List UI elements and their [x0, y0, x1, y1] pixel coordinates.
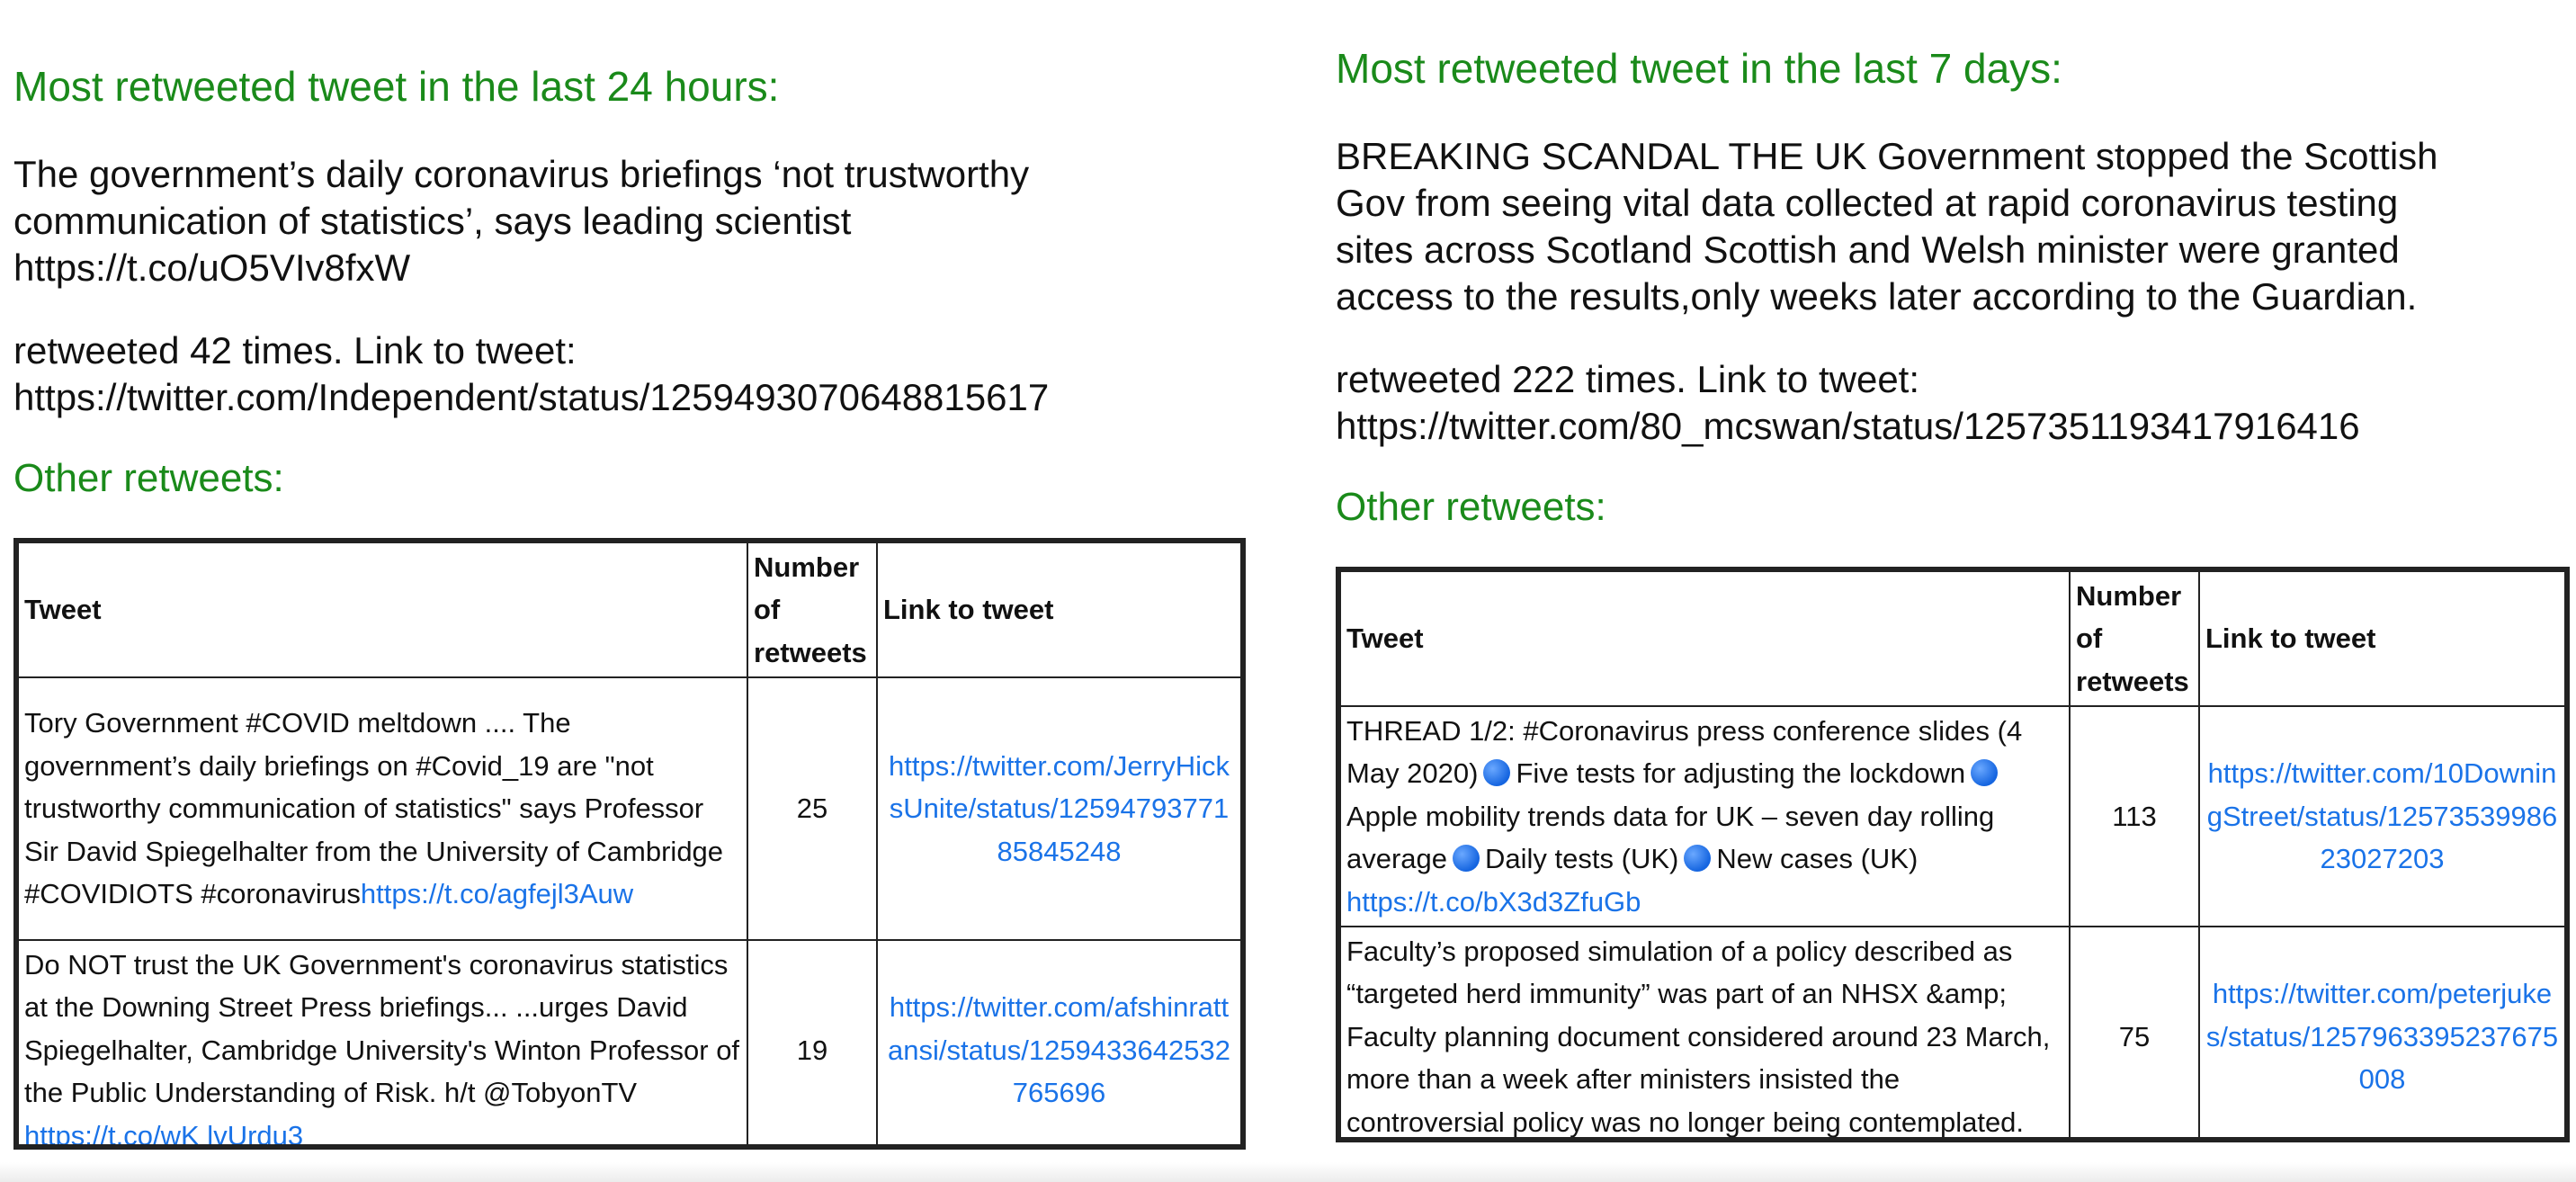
tweet-inline-link[interactable]: https://t.co/wK lvUrdu3	[24, 1119, 304, 1150]
other-retweets-heading-7d: Other retweets:	[1336, 485, 1606, 529]
tweet-cell: Tory Government #COVID meltdown .... The…	[19, 676, 748, 941]
retweet-count: 19	[747, 939, 878, 1144]
table-row: THREAD 1/2: #Coronavirus press conferenc…	[1341, 705, 2564, 927]
tweet-link[interactable]: https://twitter.com/afshinrattansi/statu…	[876, 939, 1240, 1144]
other-retweets-heading-24h: Other retweets:	[13, 456, 284, 500]
top-tweet-text-24h: The government’s daily coronavirus brief…	[13, 153, 1030, 289]
table-row: Faculty’s proposed simulation of a polic…	[1341, 926, 2564, 1137]
retweet-info-24h: retweeted 42 times. Link to tweet: https…	[13, 327, 1049, 421]
last-7d-heading: Most retweeted tweet in the last 7 days:	[1336, 45, 2062, 92]
tweet-link[interactable]: https://twitter.com/peterjukes/status/12…	[2198, 926, 2564, 1137]
table-row: Do NOT trust the UK Government's coronav…	[19, 939, 1240, 1150]
bottom-fade	[0, 1162, 2576, 1182]
last-24h-heading: Most retweeted tweet in the last 24 hour…	[13, 63, 780, 110]
tweet-inline-link[interactable]: https://t.co/bX3d3ZfuGb	[1346, 885, 1641, 918]
retweet-count: 75	[2069, 926, 2200, 1137]
blue-circle-emoji-icon	[1684, 845, 1712, 873]
col-header-retweets: Number of retweets	[747, 543, 878, 678]
col-header-retweets: Number of retweets	[2069, 572, 2200, 707]
tweet-link[interactable]: https://twitter.com/10DowningStreet/stat…	[2198, 705, 2564, 927]
blue-circle-emoji-icon	[1453, 845, 1480, 873]
top-tweet-url-7d[interactable]: https://twitter.com/80_mcswan/status/125…	[1336, 405, 2360, 447]
retweet-info-7d: retweeted 222 times. Link to tweet: http…	[1336, 356, 2360, 450]
blue-circle-emoji-icon	[1971, 759, 1999, 787]
retweet-count: 113	[2069, 705, 2200, 927]
col-header-link: Link to tweet	[876, 543, 1240, 678]
other-retweets-table-24h: Tweet Number of retweets Link to tweet T…	[13, 538, 1246, 1150]
table-row: Tory Government #COVID meltdown .... The…	[19, 676, 1240, 941]
top-tweet-text-7d: BREAKING SCANDAL THE UK Government stopp…	[1336, 135, 2438, 318]
blue-circle-emoji-icon	[1483, 759, 1511, 787]
other-retweets-table-7d: Tweet Number of retweets Link to tweet T…	[1336, 567, 2570, 1142]
tweet-cell: Do NOT trust the UK Government's coronav…	[19, 939, 748, 1150]
tweet-cell: Faculty’s proposed simulation of a polic…	[1341, 926, 2071, 1137]
tweet-inline-link[interactable]: https://t.co/agfejl3Auw	[360, 878, 634, 910]
tweet-cell: THREAD 1/2: #Coronavirus press conferenc…	[1341, 705, 2071, 927]
retweet-count: 25	[747, 676, 878, 941]
col-header-link: Link to tweet	[2198, 572, 2564, 707]
col-header-tweet: Tweet	[1341, 572, 2071, 707]
top-tweet-url-24h[interactable]: https://twitter.com/Independent/status/1…	[13, 376, 1050, 418]
tweet-link[interactable]: https://twitter.com/JerryHicksUnite/stat…	[876, 676, 1240, 941]
col-header-tweet: Tweet	[19, 543, 748, 678]
